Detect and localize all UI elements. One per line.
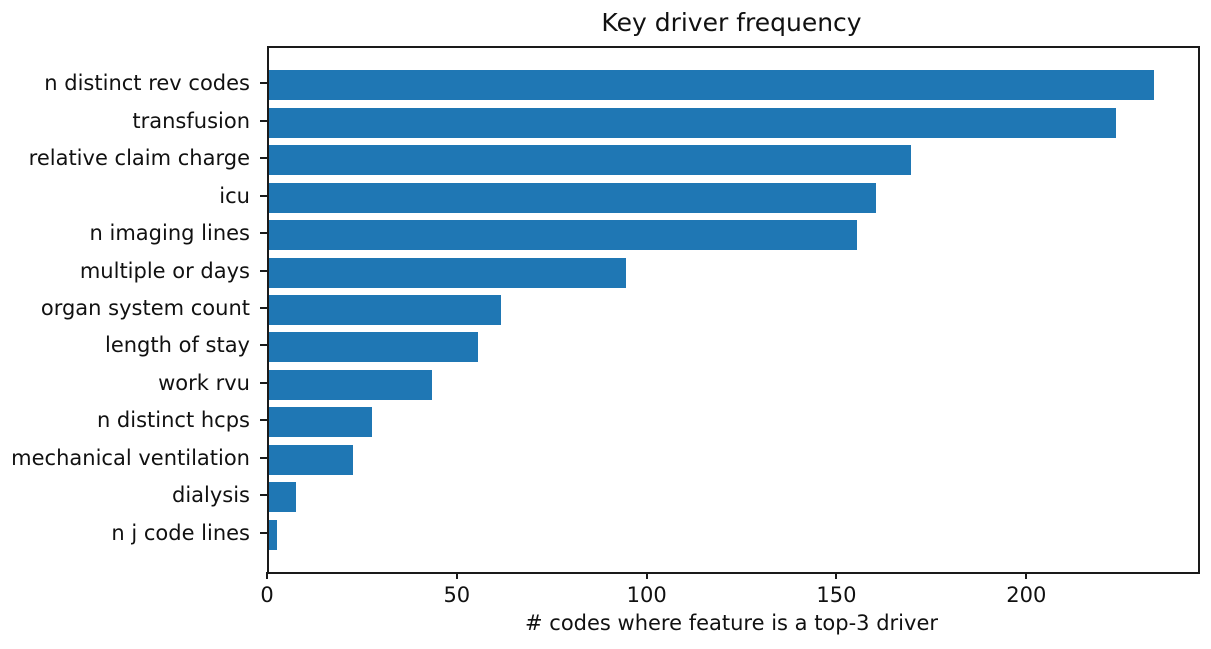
bar	[269, 257, 626, 288]
y-tick-label: dialysis	[171, 483, 250, 508]
y-tick-mark	[260, 531, 267, 534]
plot-area	[267, 46, 1200, 574]
x-tick-mark	[835, 572, 838, 579]
x-tick-label: 100	[626, 583, 667, 607]
bar	[269, 482, 296, 513]
y-tick-label: n distinct rev codes	[44, 71, 250, 96]
y-tick-label: multiple or days	[79, 258, 250, 283]
bar	[269, 332, 478, 363]
bar	[269, 70, 1154, 101]
y-tick-label: length of stay	[104, 333, 250, 358]
x-tick-mark	[645, 572, 648, 579]
y-tick-label: work rvu	[158, 370, 250, 395]
y-tick-mark	[260, 119, 267, 122]
y-tick-label: icu	[219, 183, 250, 208]
bar	[269, 220, 858, 251]
y-tick-mark	[260, 344, 267, 347]
y-tick-label: relative claim charge	[28, 146, 250, 171]
bar	[269, 182, 877, 213]
y-tick-mark	[260, 456, 267, 459]
y-tick-mark	[260, 307, 267, 309]
y-tick-mark	[260, 157, 267, 160]
x-tick-mark	[266, 572, 268, 579]
x-tick-label: 200	[1006, 583, 1047, 607]
y-tick-mark	[260, 82, 267, 85]
x-tick-label: 0	[260, 583, 274, 607]
x-tick-mark	[455, 572, 458, 579]
x-tick-label: 150	[816, 583, 857, 607]
y-tick-mark	[260, 232, 267, 235]
bar	[269, 444, 353, 475]
y-tick-label: n imaging lines	[89, 221, 250, 246]
y-tick-label: n distinct hcps	[96, 408, 250, 433]
y-tick-label: mechanical ventilation	[11, 445, 250, 470]
bar	[269, 295, 501, 325]
y-tick-label: transfusion	[132, 108, 250, 133]
y-tick-mark	[260, 494, 267, 497]
y-tick-label: n j code lines	[111, 520, 250, 545]
x-tick-mark	[1025, 572, 1028, 579]
y-tick-label: organ system count	[40, 296, 250, 320]
y-tick-mark	[260, 381, 267, 384]
bar	[269, 145, 911, 176]
bar	[269, 519, 277, 550]
bar	[269, 407, 372, 438]
bar	[269, 107, 1116, 138]
chart-title: Key driver frequency	[601, 8, 862, 37]
y-tick-mark	[260, 194, 267, 197]
x-tick-label: 50	[443, 583, 471, 607]
x-axis-label: # codes where feature is a top-3 driver	[525, 611, 938, 635]
y-tick-mark	[260, 269, 267, 272]
y-tick-mark	[260, 419, 267, 422]
bar	[269, 369, 433, 400]
